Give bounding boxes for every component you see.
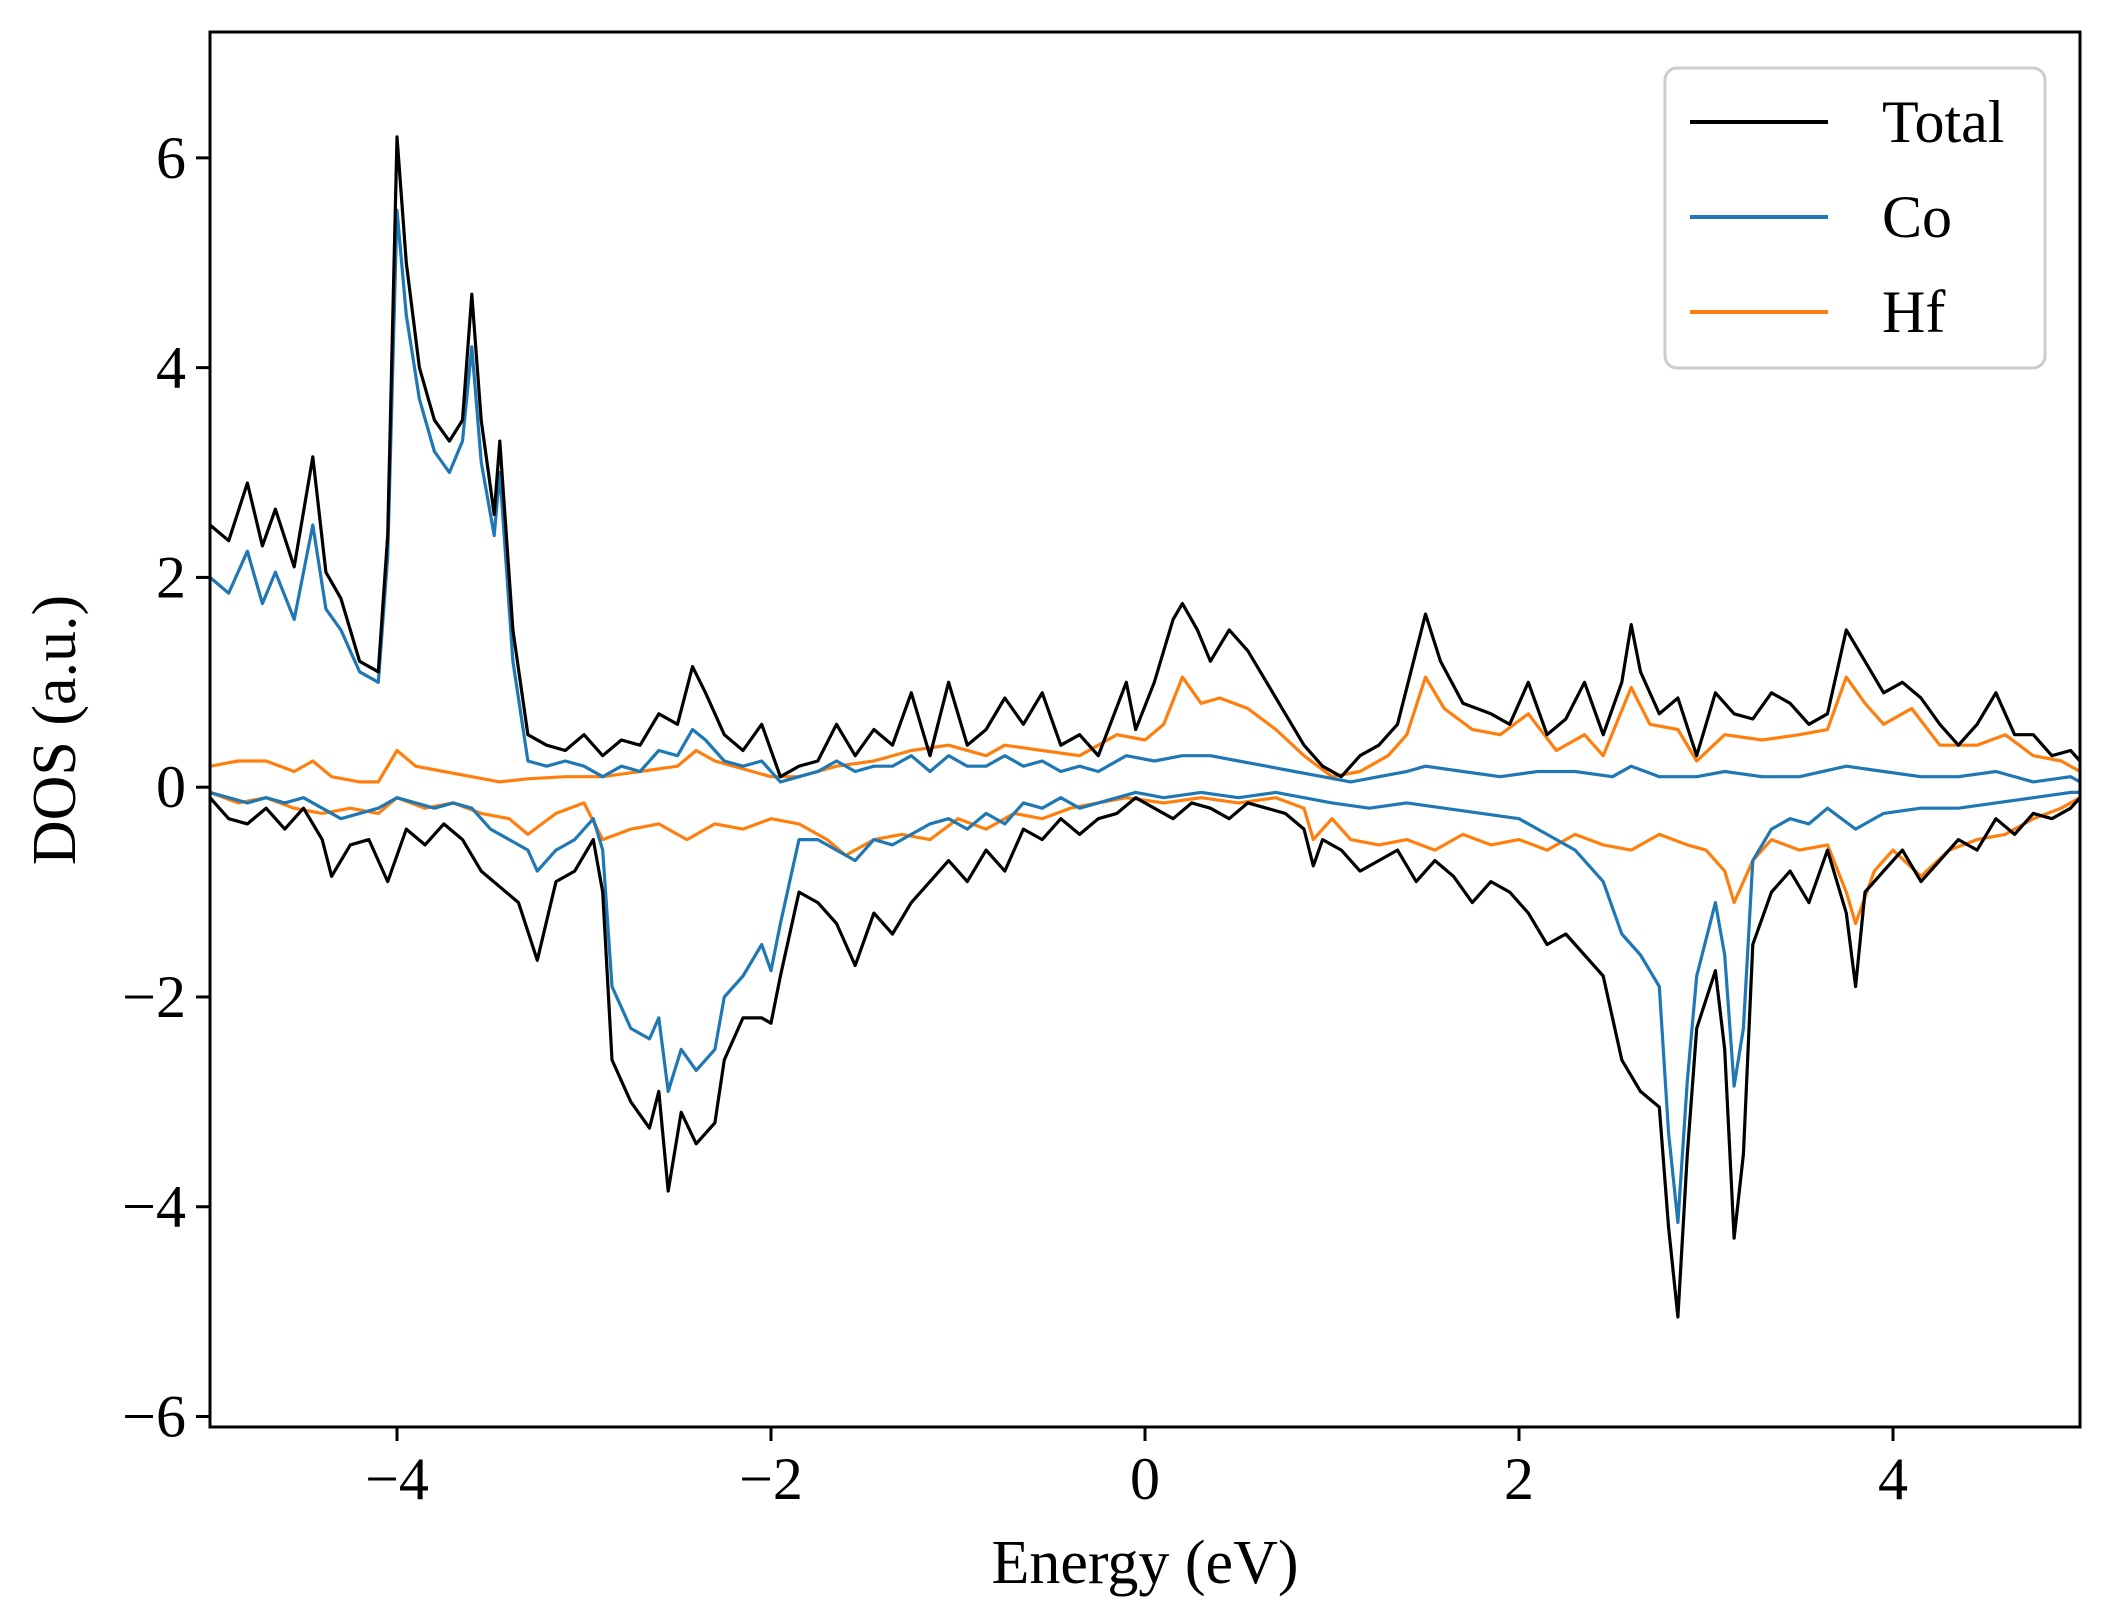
legend-box (1663, 66, 2047, 370)
y-tick-label: −2 (122, 964, 186, 1030)
y-tick-label: 4 (156, 335, 186, 401)
series-line-total-spin-up (210, 135, 2080, 779)
series-line-co-spin-down (210, 790, 2080, 1225)
y-axis: −6 −4 −2 0 2 4 6 (122, 125, 210, 1450)
series-layer (210, 135, 2080, 1319)
x-tick-label: 0 (1130, 1446, 1160, 1512)
series-line-co-spin-up (210, 208, 2080, 784)
x-tick-label: 4 (1878, 1446, 1908, 1512)
series-line-hf-spin-down (210, 790, 2080, 926)
legend-label-total: Total (1882, 89, 2004, 155)
y-tick-label: 2 (156, 544, 186, 610)
y-tick-label: 0 (156, 754, 186, 820)
series-line-total-spin-down (210, 796, 2080, 1319)
x-tick-label: 2 (1504, 1446, 1534, 1512)
y-tick-label: −6 (122, 1384, 186, 1450)
x-axis: −4 −2 0 2 4 (365, 1427, 1908, 1512)
legend-label-hf: Hf (1882, 279, 1945, 345)
series-line-hf-spin-up (210, 675, 2080, 784)
y-tick-label: −4 (122, 1174, 186, 1240)
y-axis-title: DOS (a.u.) (21, 595, 89, 865)
x-tick-label: −2 (739, 1446, 803, 1512)
x-axis-title: Energy (eV) (991, 1529, 1298, 1597)
y-tick-label: 6 (156, 125, 186, 191)
legend-label-co: Co (1882, 184, 1952, 250)
legend: Total Co Hf (1663, 66, 2047, 370)
x-tick-label: −4 (365, 1446, 429, 1512)
